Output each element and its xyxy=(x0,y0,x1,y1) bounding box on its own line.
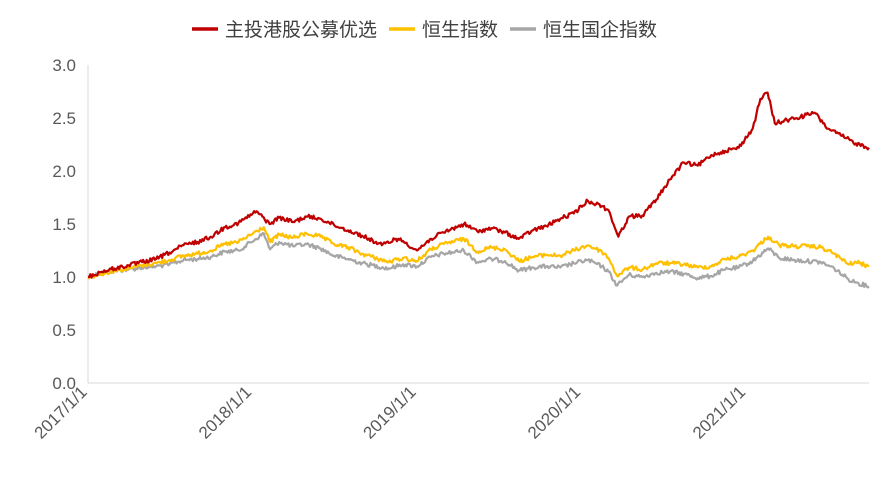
series-line xyxy=(88,91,870,279)
y-axis: 0.0 0.5 1.0 1.5 2.0 2.5 3.0 xyxy=(52,56,89,393)
y-tick-label: 0.0 xyxy=(52,374,76,393)
series-line xyxy=(87,226,870,280)
y-tick-label: 1.5 xyxy=(52,215,76,234)
series-line xyxy=(87,232,870,289)
x-tick-label: 2021/1/1 xyxy=(689,382,749,442)
legend: 主投港股公募优选 恒生指数 恒生国企指数 xyxy=(192,19,657,41)
y-tick-label: 0.5 xyxy=(52,321,76,340)
x-tick-label: 2019/1/1 xyxy=(360,382,420,442)
y-tick-label: 1.0 xyxy=(52,268,76,287)
legend-label: 恒生国企指数 xyxy=(543,19,657,41)
y-tick-label: 2.5 xyxy=(52,109,76,128)
y-tick-label: 3.0 xyxy=(52,56,76,75)
y-tick-label: 2.0 xyxy=(52,162,76,181)
x-axis: 2017/1/1 2018/1/1 2019/1/1 2020/1/1 2021/1/1 xyxy=(31,382,869,443)
legend-label: 主投港股公募优选 xyxy=(225,19,377,41)
x-tick-label: 2018/1/1 xyxy=(195,382,255,442)
series-layer xyxy=(87,91,870,289)
legend-label: 恒生指数 xyxy=(422,19,498,41)
x-tick-label: 2020/1/1 xyxy=(524,382,584,442)
